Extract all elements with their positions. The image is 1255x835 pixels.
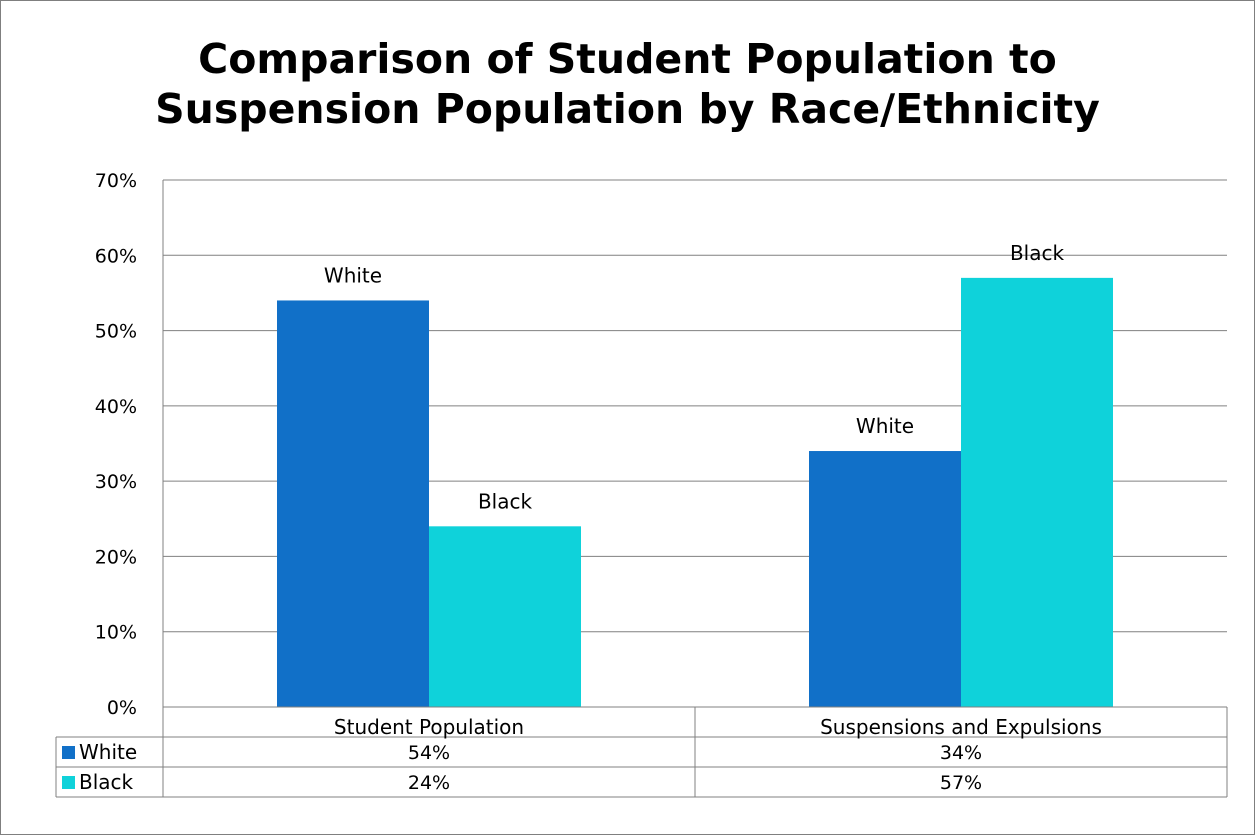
chart-title: Comparison of Student Population to Susp…	[0, 34, 1255, 134]
y-tick-label: 60%	[95, 245, 137, 267]
bar-data-label: White	[856, 414, 914, 438]
table-value: 34%	[940, 742, 982, 764]
y-tick-label: 40%	[95, 396, 137, 418]
bar	[429, 526, 581, 707]
bar-data-label: White	[324, 263, 382, 287]
category-label: Student Population	[334, 715, 524, 739]
table-value: 54%	[408, 742, 450, 764]
y-tick-label: 10%	[95, 622, 137, 644]
legend-swatch	[62, 776, 75, 789]
legend-label: White	[79, 740, 137, 764]
bar	[961, 277, 1113, 707]
bar-data-label: Black	[478, 489, 533, 513]
y-tick-label: 20%	[95, 546, 137, 568]
table-value: 57%	[940, 772, 982, 794]
y-tick-label: 30%	[95, 471, 137, 493]
category-label: Suspensions and Expulsions	[820, 715, 1102, 739]
legend-swatch	[62, 746, 75, 759]
legend-label: Black	[79, 770, 134, 794]
bar-data-label: Black	[1010, 241, 1065, 265]
bar	[809, 451, 961, 707]
y-tick-label: 70%	[95, 170, 137, 192]
y-tick-label: 50%	[95, 321, 137, 343]
table-value: 24%	[408, 772, 450, 794]
bar	[277, 300, 429, 707]
y-tick-label: 0%	[107, 697, 137, 719]
chart-title-line-2: Suspension Population by Race/Ethnicity	[155, 85, 1100, 133]
chart-title-line-1: Comparison of Student Population to	[198, 35, 1057, 83]
